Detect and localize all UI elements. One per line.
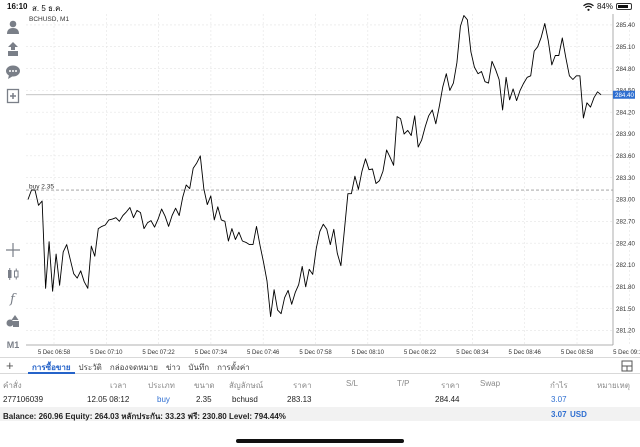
y-tick-label: 283.60 — [616, 153, 635, 160]
y-axis: 285.40285.10284.80284.50284.20283.90283.… — [616, 22, 635, 335]
balance-currency: USD — [570, 410, 587, 419]
trade-table: คำสั่ง เวลา ประเภท ขนาด สัญลักษณ์ ราคา S… — [0, 375, 640, 407]
x-tick-label: 5 Dec 07:22 — [142, 350, 175, 356]
status-right: 84% — [583, 2, 632, 11]
col-price2: ราคา — [441, 381, 460, 390]
x-tick-label: 5 Dec 08:58 — [561, 350, 594, 356]
order-type: buy — [157, 395, 170, 404]
price-chart[interactable]: 285.40285.10284.80284.50284.20283.90283.… — [26, 14, 640, 357]
col-comment: หมายเหตุ — [597, 381, 630, 390]
objects-icon[interactable] — [4, 312, 22, 330]
status-bar: 16:10 ส. 5 ธ.ค. 84% — [0, 0, 640, 14]
x-tick-label: 5 Dec 07:46 — [247, 350, 280, 356]
y-tick-label: 281.80 — [616, 284, 635, 291]
order-profit: 3.07 — [551, 395, 567, 404]
col-profit: กำไร — [550, 381, 568, 390]
x-tick-label: 5 Dec 08:22 — [404, 350, 437, 356]
chat-icon[interactable] — [4, 63, 22, 81]
new-order-icon[interactable] — [4, 87, 22, 105]
table-row[interactable]: 277106039 12.05 08:12 buy 2.35 bchusd 28… — [0, 391, 640, 407]
chart-symbol-label: BCHUSD, M1 — [29, 16, 69, 23]
wifi-icon — [583, 2, 594, 11]
balance-summary: Balance: 260.96 Equity: 264.03 หลักประกั… — [3, 412, 286, 421]
y-tick-label: 284.20 — [616, 109, 635, 116]
crosshair-icon[interactable] — [4, 241, 22, 259]
y-tick-label: 282.10 — [616, 262, 635, 269]
tab-news[interactable]: ข่าว — [165, 363, 181, 372]
add-icon[interactable]: + — [6, 358, 14, 373]
account-icon[interactable] — [4, 18, 22, 36]
trade-icon[interactable] — [4, 40, 22, 58]
chart-svg[interactable]: 285.40285.10284.80284.50284.20283.90283.… — [26, 14, 640, 357]
svg-text:f: f — [9, 292, 17, 306]
col-price: ราคา — [293, 381, 312, 390]
x-tick-label: 5 Dec 08:34 — [456, 350, 489, 356]
x-tick-label: 5 Dec 07:58 — [299, 350, 332, 356]
col-order: คำสั่ง — [3, 381, 22, 390]
col-sl: S/L — [346, 379, 359, 388]
x-tick-label: 5 Dec 08:46 — [509, 350, 542, 356]
col-symbol: สัญลักษณ์ — [229, 381, 264, 390]
order-open-price: 283.13 — [287, 395, 312, 404]
battery-icon — [616, 3, 632, 10]
status-date: ส. 5 ธ.ค. — [32, 4, 63, 13]
order-symbol: bchusd — [232, 395, 258, 404]
tab-trade[interactable]: การซื้อขาย — [28, 358, 75, 374]
left-toolbar: f M1 — [0, 14, 26, 357]
x-tick-label: 5 Dec 06:58 — [38, 350, 71, 356]
y-tick-label: 285.10 — [616, 44, 635, 51]
x-tick-label: 5 Dec 09:10 — [613, 350, 640, 356]
col-time: เวลา — [110, 381, 127, 390]
tab-settings[interactable]: การตั้งค่า — [217, 363, 250, 372]
col-type: ประเภท — [148, 381, 175, 390]
chart-grid — [26, 14, 630, 345]
x-tick-label: 5 Dec 07:34 — [195, 350, 228, 356]
terminal-tabs: การซื้อขาย ประวัติ กล่องจดหมาย ข่าว บันท… — [28, 358, 254, 374]
price-line — [27, 15, 602, 318]
tab-mailbox[interactable]: กล่องจดหมาย — [109, 363, 158, 372]
col-volume: ขนาด — [194, 381, 215, 390]
layout-icon[interactable] — [621, 360, 633, 372]
chart-type-icon[interactable] — [4, 265, 22, 283]
indicators-icon[interactable]: f — [4, 289, 22, 307]
trade-line-label: buy 2.35 — [29, 184, 54, 191]
y-tick-label: 285.40 — [616, 22, 635, 29]
order-id: 277106039 — [3, 395, 44, 404]
y-tick-label: 284.80 — [616, 66, 635, 73]
x-tick-label: 5 Dec 08:10 — [352, 350, 385, 356]
y-tick-label: 282.40 — [616, 240, 635, 247]
order-time: 12.05 08:12 — [87, 395, 130, 404]
table-header: คำสั่ง เวลา ประเภท ขนาด สัญลักษณ์ ราคา S… — [0, 375, 640, 391]
y-tick-label: 281.20 — [616, 328, 635, 335]
y-tick-label: 283.90 — [616, 131, 635, 138]
tab-journal[interactable]: บันทึก — [188, 363, 210, 372]
timeframe-label: M1 — [6, 340, 20, 350]
order-volume: 2.35 — [196, 395, 212, 404]
balance-profit: 3.07 — [551, 410, 567, 419]
bid-price-label: 284.40 — [615, 92, 634, 99]
y-tick-label: 281.50 — [616, 306, 635, 313]
x-axis: 5 Dec 06:58 5 Dec 07:10 5 Dec 07:22 5 Dec 0… — [38, 350, 640, 356]
x-tick-label: 5 Dec 07:10 — [90, 350, 123, 356]
timeframe-button[interactable]: M1 — [4, 336, 22, 354]
tab-history[interactable]: ประวัติ — [78, 363, 102, 372]
col-tp: T/P — [397, 379, 410, 388]
bid-price-tag — [613, 90, 635, 99]
y-tick-label: 283.30 — [616, 175, 635, 182]
col-swap: Swap — [480, 379, 501, 388]
home-indicator — [236, 439, 404, 443]
terminal-tab-bar: + การซื้อขาย ประวัติ กล่องจดหมาย ข่าว บั… — [0, 357, 640, 374]
battery-percent: 84% — [596, 2, 613, 11]
order-current-price: 284.44 — [435, 395, 460, 404]
status-time: 16:10 — [7, 2, 28, 11]
y-tick-label: 282.70 — [616, 219, 635, 226]
y-tick-label: 283.00 — [616, 197, 635, 204]
balance-bar: Balance: 260.96 Equity: 264.03 หลักประกั… — [0, 407, 640, 421]
